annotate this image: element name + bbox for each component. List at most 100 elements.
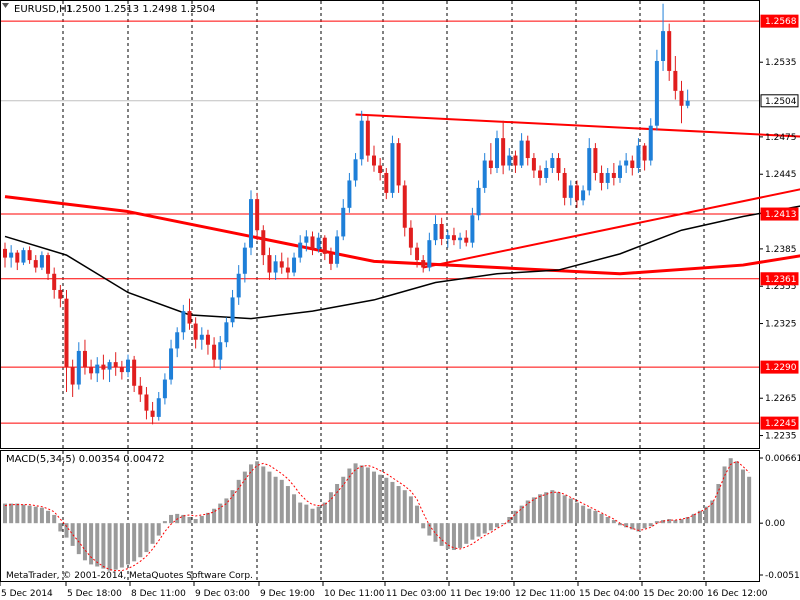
macd-histogram-bar bbox=[224, 498, 229, 524]
macd-histogram-bar bbox=[408, 496, 413, 524]
macd-histogram-bar bbox=[162, 521, 167, 524]
candle-body bbox=[550, 158, 555, 168]
candle-body bbox=[679, 90, 684, 106]
chart-shift-marker-icon[interactable] bbox=[2, 3, 9, 8]
macd-histogram-bar bbox=[556, 492, 561, 524]
macd-histogram-bar bbox=[402, 490, 407, 524]
macd-histogram-bar bbox=[482, 523, 487, 534]
macd-histogram-bar bbox=[562, 495, 567, 524]
price-tag-box[interactable] bbox=[760, 94, 799, 108]
macd-histogram-bar bbox=[273, 476, 278, 524]
x-tick-label: 11 Dec 03:00 bbox=[386, 589, 447, 599]
macd-histogram-bar bbox=[9, 503, 14, 524]
macd-histogram-bar bbox=[138, 523, 143, 558]
candle-body bbox=[445, 235, 450, 239]
candle-body bbox=[273, 261, 278, 273]
macd-histogram-bar bbox=[378, 474, 383, 524]
price-tag-label: 1.2290 bbox=[765, 363, 797, 373]
macd-histogram-bar bbox=[322, 502, 327, 524]
candle-body bbox=[21, 250, 26, 263]
macd-histogram-bar bbox=[396, 486, 401, 524]
macd-histogram-bar bbox=[205, 512, 210, 524]
macd-histogram-bar bbox=[82, 523, 87, 561]
candle-body bbox=[587, 148, 592, 191]
price-tag-box[interactable] bbox=[760, 416, 799, 430]
candle-body bbox=[261, 230, 266, 256]
candle-body bbox=[353, 159, 358, 181]
macd-histogram-bar bbox=[169, 514, 174, 524]
macd-histogram-bar bbox=[464, 523, 469, 544]
macd-histogram-bar bbox=[433, 523, 438, 542]
macd-histogram-bar bbox=[488, 523, 493, 531]
candle-body bbox=[144, 394, 149, 411]
price-tag-box[interactable] bbox=[760, 272, 799, 286]
macd-histogram-bar bbox=[359, 465, 364, 524]
candle-body bbox=[341, 207, 346, 237]
candle-body bbox=[3, 248, 7, 258]
candle-body bbox=[236, 273, 241, 298]
macd-histogram-bar bbox=[525, 500, 530, 524]
candle-body bbox=[415, 247, 420, 261]
y-tick-label: 1.2235 bbox=[765, 432, 797, 442]
candle-body bbox=[162, 379, 167, 399]
macd-histogram-bar bbox=[279, 479, 284, 524]
macd-histogram-bar bbox=[261, 466, 266, 524]
trendline[interactable] bbox=[422, 166, 800, 269]
macd-histogram-bar bbox=[3, 503, 7, 524]
macd-histogram-bar bbox=[581, 505, 586, 524]
candle-body bbox=[495, 138, 499, 168]
main-pane-frame bbox=[0, 0, 760, 449]
candle-body bbox=[470, 215, 475, 243]
macd-histogram-bar bbox=[611, 520, 616, 524]
candle-body bbox=[224, 322, 229, 343]
macd-histogram-bar bbox=[538, 494, 543, 524]
candle-body bbox=[605, 172, 610, 183]
macd-histogram-bar bbox=[285, 486, 290, 524]
candle-body bbox=[230, 297, 235, 323]
y-tick-label: 1.2445 bbox=[765, 170, 797, 180]
candle-body bbox=[193, 323, 198, 340]
macd-histogram-bar bbox=[347, 468, 352, 524]
y-tick-label: 1.2355 bbox=[765, 282, 797, 292]
candle-body bbox=[372, 155, 376, 166]
macd-histogram-bar bbox=[242, 471, 247, 524]
macd-histogram-bar bbox=[304, 504, 309, 524]
candle-body bbox=[421, 260, 426, 268]
price-tag-box[interactable] bbox=[760, 207, 799, 221]
macd-histogram-bar bbox=[507, 516, 512, 524]
macd-histogram-bar bbox=[741, 469, 745, 524]
macd-histogram-bar bbox=[734, 461, 739, 524]
candle-body bbox=[212, 344, 217, 360]
candle-body bbox=[199, 334, 204, 340]
price-tag-label: 1.2245 bbox=[765, 419, 797, 429]
candle-body bbox=[433, 224, 438, 241]
candle-body bbox=[169, 348, 174, 380]
trendline[interactable] bbox=[355, 113, 800, 141]
price-tag-box[interactable] bbox=[760, 360, 799, 374]
candle-body bbox=[525, 140, 530, 159]
candle-body bbox=[113, 362, 118, 368]
price-tag-label: 1.2361 bbox=[765, 275, 797, 285]
candle-body bbox=[298, 242, 303, 258]
price-tag-box[interactable] bbox=[760, 14, 799, 28]
candle-body bbox=[611, 172, 616, 178]
candle-body bbox=[181, 311, 186, 333]
candle-body bbox=[538, 170, 543, 178]
macd-label: MACD(5,34,5) 0.00354 0.00472 bbox=[6, 454, 165, 465]
macd-histogram-bar bbox=[415, 505, 420, 524]
candle-body bbox=[58, 289, 63, 299]
candle-body bbox=[390, 143, 395, 193]
x-tick-label: 11 Dec 19:00 bbox=[450, 589, 511, 599]
candle-body bbox=[667, 31, 672, 71]
macd-histogram-bar bbox=[421, 523, 426, 529]
candle-body bbox=[119, 367, 124, 373]
candle-body bbox=[335, 236, 340, 264]
macd-histogram-bar bbox=[27, 505, 32, 524]
macd-histogram-bar bbox=[193, 519, 198, 524]
macd-histogram-bar bbox=[21, 504, 26, 524]
candle-body bbox=[593, 148, 598, 173]
macd-histogram-bar bbox=[156, 523, 161, 536]
macd-histogram-bar bbox=[599, 513, 604, 524]
candle-body bbox=[574, 185, 579, 201]
macd-histogram-bar bbox=[52, 514, 57, 524]
